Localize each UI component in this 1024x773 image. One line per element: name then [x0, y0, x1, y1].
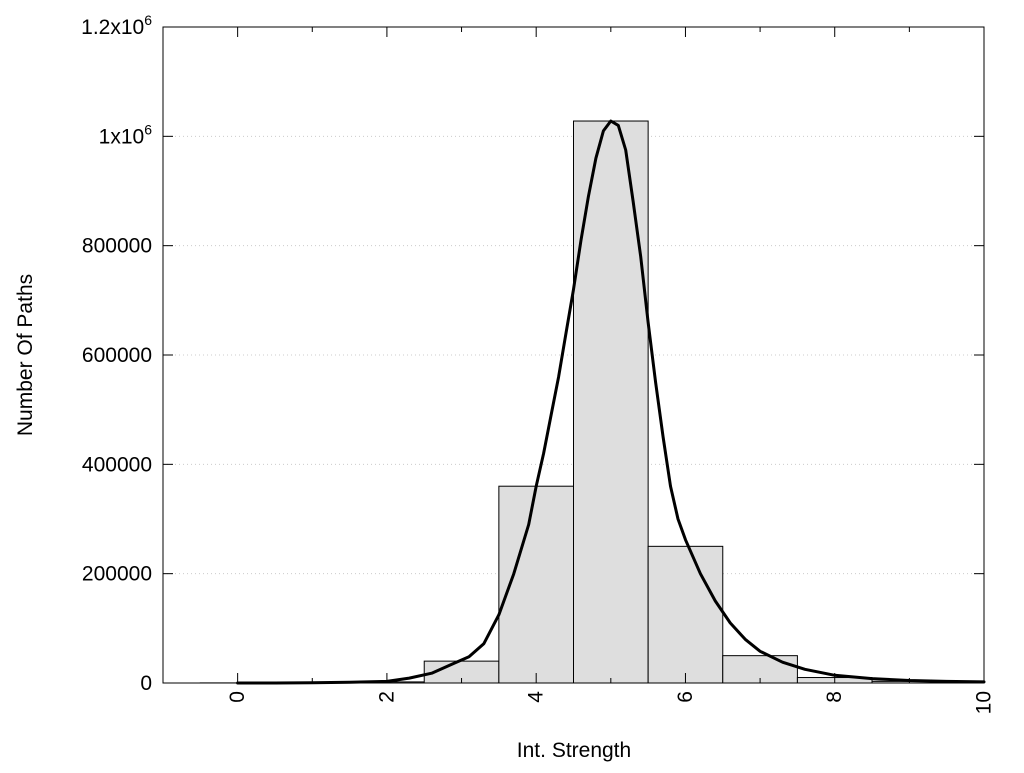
- bars-layer: [200, 121, 984, 683]
- x-tick-label: 10: [973, 691, 996, 714]
- y-tick-label: 400000: [82, 453, 152, 476]
- y-axis-label: Number Of Paths: [14, 274, 37, 436]
- x-tick-label: 6: [674, 691, 697, 703]
- y-tick-label: 800000: [82, 235, 152, 258]
- x-tick-label: 0: [226, 691, 249, 703]
- x-tick-label: 8: [823, 691, 846, 703]
- x-axis-label: Int. Strength: [517, 739, 631, 762]
- histogram-bar: [574, 121, 649, 683]
- y-tick-label: 1.2x106: [81, 12, 152, 39]
- histogram-bar: [648, 546, 723, 683]
- y-tick-label: 600000: [82, 344, 152, 367]
- x-tick-label: 2: [375, 691, 398, 703]
- y-tick-label: 200000: [82, 563, 152, 586]
- y-tick-label: 1x106: [99, 121, 153, 148]
- x-tick-label: 4: [525, 691, 548, 703]
- y-tick-label: 0: [140, 672, 152, 695]
